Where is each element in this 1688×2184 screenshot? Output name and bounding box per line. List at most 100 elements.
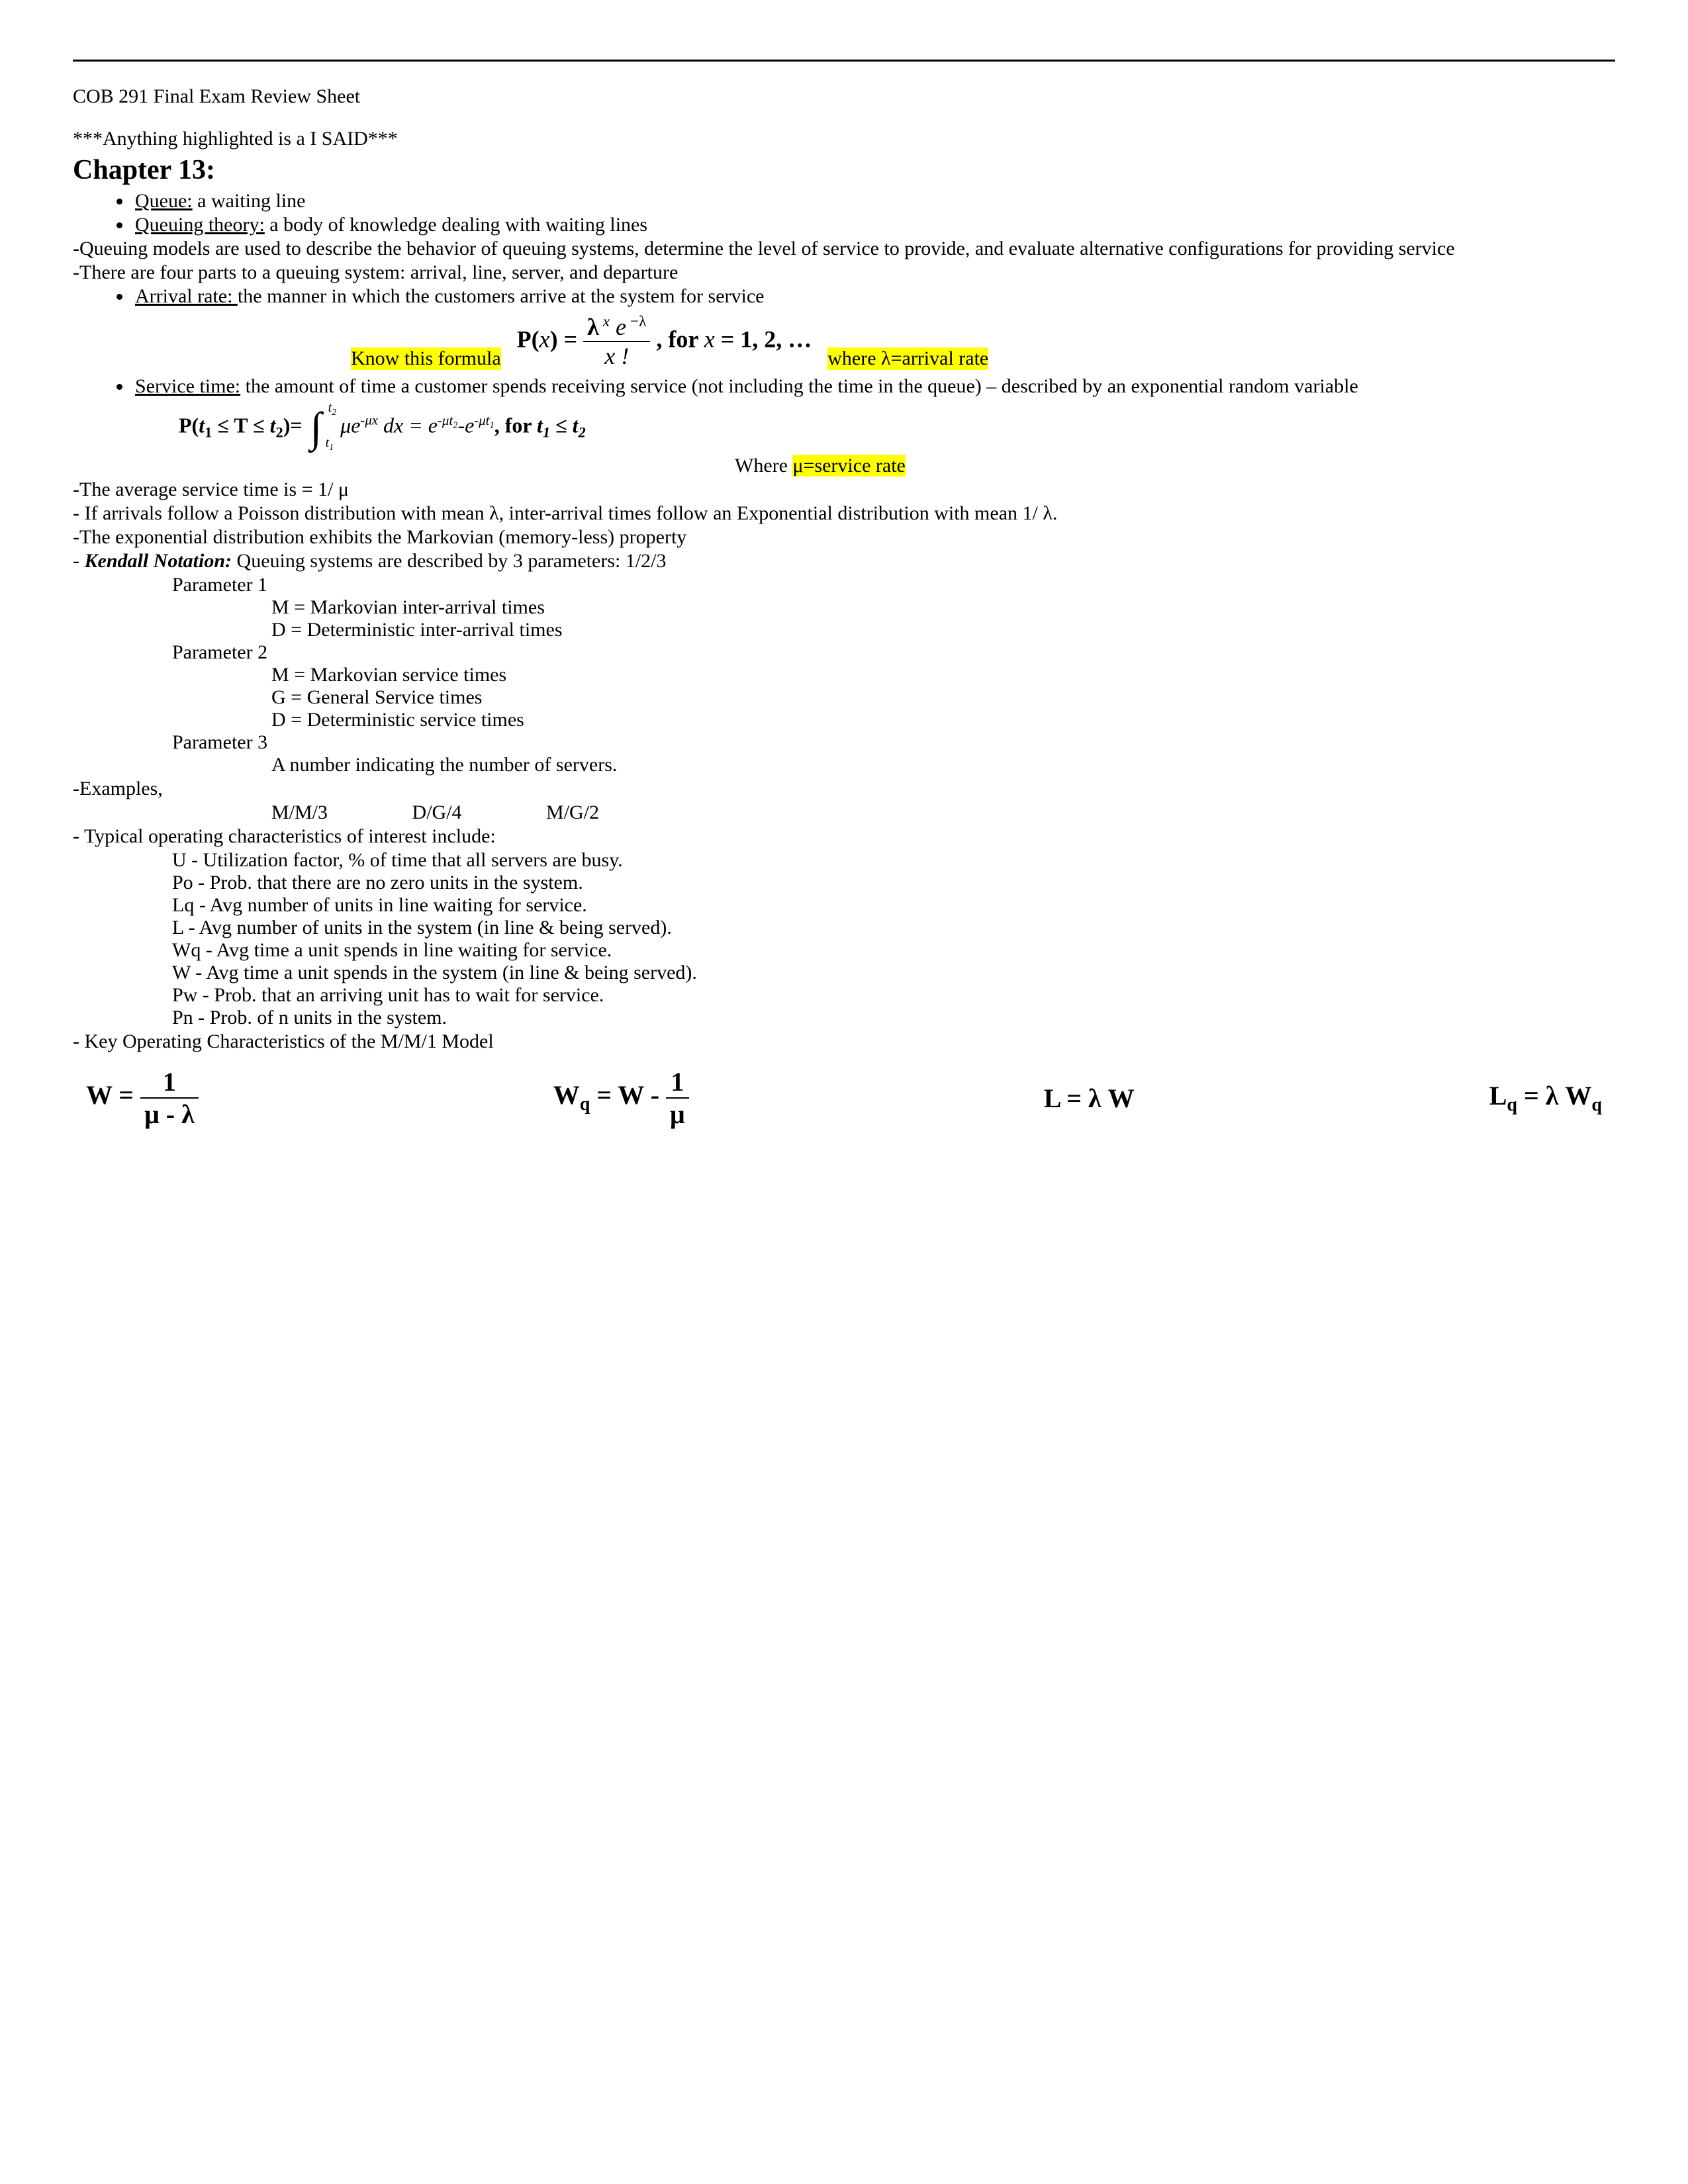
ecomma: , for bbox=[494, 413, 537, 437]
param2: Parameter 2 bbox=[172, 641, 1615, 664]
kendall-line: - Kendall Notation: Queuing systems are … bbox=[73, 550, 1615, 572]
eft1: t bbox=[537, 413, 543, 437]
where-lambda-highlight: where λ=arrival rate bbox=[827, 347, 988, 370]
kendall-def: Queuing systems are described by 3 param… bbox=[232, 550, 666, 572]
arrival-def: the manner in which the customers arrive… bbox=[238, 285, 765, 307]
where-mu-row: Where μ=service rate bbox=[735, 455, 1615, 477]
four-parts-para: -There are four parts to a queuing syste… bbox=[73, 261, 1615, 284]
know-formula-highlight: Know this formula bbox=[351, 347, 501, 370]
p1b: D = Deterministic inter-arrival times bbox=[271, 619, 1615, 641]
poisson-frac: λ x e −λ x ! bbox=[583, 313, 650, 370]
where-mu-highlight: μ=service rate bbox=[792, 455, 905, 477]
lam-x: x bbox=[599, 313, 610, 330]
service-term: Service time: bbox=[135, 375, 240, 397]
p2a: M = Markovian service times bbox=[271, 664, 1615, 686]
efs2: 2 bbox=[579, 424, 586, 441]
queue-def: Queue: a waiting line bbox=[132, 190, 1615, 212]
w-frac: 1 μ - λ bbox=[140, 1066, 199, 1130]
course-header: COB 291 Final Exam Review Sheet bbox=[73, 85, 1615, 108]
ep: P( bbox=[179, 413, 199, 437]
oc-pw: Pw - Prob. that an arriving unit has to … bbox=[172, 984, 1615, 1007]
typical-intro: - Typical operating characteristics of i… bbox=[73, 825, 1615, 848]
ee2t: -μt bbox=[474, 413, 489, 428]
poisson-row: Know this formula P(x) = λ x e −λ x ! , … bbox=[73, 313, 1615, 370]
oc-wq: Wq - Avg time a unit spends in line wait… bbox=[172, 939, 1615, 962]
ex3: M/G/2 bbox=[546, 801, 599, 824]
efs1: 1 bbox=[543, 424, 550, 441]
ele2: ≤ bbox=[550, 413, 573, 437]
oc-w: W - Avg time a unit spends in the system… bbox=[172, 962, 1615, 984]
param3: Parameter 3 bbox=[172, 731, 1615, 754]
service-list: Service time: the amount of time a custo… bbox=[132, 375, 1615, 398]
p-right: ) = bbox=[550, 326, 584, 352]
key-op: - Key Operating Characteristics of the M… bbox=[73, 1030, 1615, 1053]
eminus: -e bbox=[457, 413, 474, 437]
edx: dx = e bbox=[378, 413, 438, 437]
p2c: D = Deterministic service times bbox=[271, 709, 1615, 731]
queue-text: a waiting line bbox=[193, 190, 306, 212]
p-for: , for bbox=[656, 326, 704, 352]
top-rule bbox=[73, 60, 1615, 62]
p-left: P( bbox=[517, 326, 539, 352]
poisson-den: x ! bbox=[583, 342, 650, 370]
ee2s: 1 bbox=[489, 420, 494, 431]
wq-num: 1 bbox=[666, 1066, 689, 1099]
oc-po: Po - Prob. that there are no zero units … bbox=[172, 872, 1615, 894]
chapter-title: Chapter 13: bbox=[73, 154, 1615, 186]
oc-l: L - Avg number of units in the system (i… bbox=[172, 917, 1615, 939]
where-mu-pre: Where bbox=[735, 455, 792, 477]
et1: t bbox=[199, 413, 205, 437]
qt-term: Queuing theory: bbox=[135, 214, 265, 236]
examples-label: -Examples, bbox=[73, 778, 1615, 800]
integral-sign: ∫t2t1 bbox=[310, 403, 322, 452]
wq-frac: 1 μ bbox=[666, 1066, 689, 1130]
definitions-list: Queue: a waiting line Queuing theory: a … bbox=[132, 190, 1615, 236]
mm1-lq: Lq = λ Wq bbox=[1489, 1080, 1602, 1116]
markovian-prop: -The exponential distribution exhibits t… bbox=[73, 526, 1615, 549]
avg-service: -The average service time is = 1/ μ bbox=[73, 478, 1615, 501]
queuing-theory-def: Queuing theory: a body of knowledge deal… bbox=[132, 214, 1615, 236]
lq-eq: = λ W bbox=[1517, 1081, 1591, 1111]
lam: λ bbox=[587, 314, 599, 340]
poisson-num: λ x e −λ bbox=[583, 313, 650, 342]
lq-label: L bbox=[1489, 1081, 1507, 1111]
p-exp: −λ bbox=[626, 313, 646, 330]
eft2: t bbox=[573, 413, 579, 437]
ee1t: -μt bbox=[438, 413, 453, 428]
mm1-formulas: W = 1 μ - λ Wq = W - 1 μ L = λ W Lq = λ … bbox=[73, 1066, 1615, 1130]
mm1-wq: Wq = W - 1 μ bbox=[553, 1066, 689, 1130]
p-x: x bbox=[539, 326, 550, 352]
poisson-formula: P(x) = λ x e −λ x ! , for x = 1, 2, … bbox=[517, 313, 812, 370]
eintexp: -μx bbox=[360, 413, 378, 428]
wq-label: W bbox=[553, 1080, 580, 1110]
oc-u: U - Utilization factor, % of time that a… bbox=[172, 849, 1615, 872]
p1a: M = Markovian inter-arrival times bbox=[271, 596, 1615, 619]
examples-row: M/M/3 D/G/4 M/G/2 bbox=[271, 801, 1615, 824]
exponential-formula: P(t1 ≤ T ≤ t2)= ∫t2t1 μe-μx dx = e-μt2-e… bbox=[179, 403, 1615, 452]
ele1: ≤ T ≤ bbox=[212, 413, 269, 437]
ex2: D/G/4 bbox=[412, 801, 462, 824]
es1: 1 bbox=[205, 424, 212, 441]
kendall-label: Kendall Notation: bbox=[85, 550, 232, 572]
service-time-item: Service time: the amount of time a custo… bbox=[132, 375, 1615, 398]
poisson-arrivals: - If arrivals follow a Poisson distribut… bbox=[73, 502, 1615, 525]
param1: Parameter 1 bbox=[172, 574, 1615, 596]
ee2: -μt1 bbox=[474, 413, 494, 428]
lq-sub2: q bbox=[1591, 1095, 1602, 1115]
p3a: A number indicating the number of server… bbox=[271, 754, 1615, 776]
wq-eq: = W - bbox=[590, 1080, 666, 1110]
int-bot: t1 bbox=[326, 435, 334, 453]
w-label: W = bbox=[86, 1080, 140, 1110]
p-xeq: x bbox=[704, 326, 715, 352]
page: COB 291 Final Exam Review Sheet ***Anyth… bbox=[0, 0, 1688, 1169]
p2b: G = General Service times bbox=[271, 686, 1615, 709]
lq-sub: q bbox=[1507, 1095, 1517, 1115]
wq-sub: q bbox=[580, 1094, 590, 1115]
mm1-l: L = λ W bbox=[1044, 1083, 1135, 1114]
arrival-term: Arrival rate: bbox=[135, 285, 238, 307]
es2: 2 bbox=[276, 424, 283, 441]
w-num: 1 bbox=[140, 1066, 199, 1099]
arrival-list: Arrival rate: the manner in which the cu… bbox=[132, 285, 1615, 308]
oc-lq: Lq - Avg number of units in line waiting… bbox=[172, 894, 1615, 917]
eeq: )= bbox=[283, 413, 308, 437]
